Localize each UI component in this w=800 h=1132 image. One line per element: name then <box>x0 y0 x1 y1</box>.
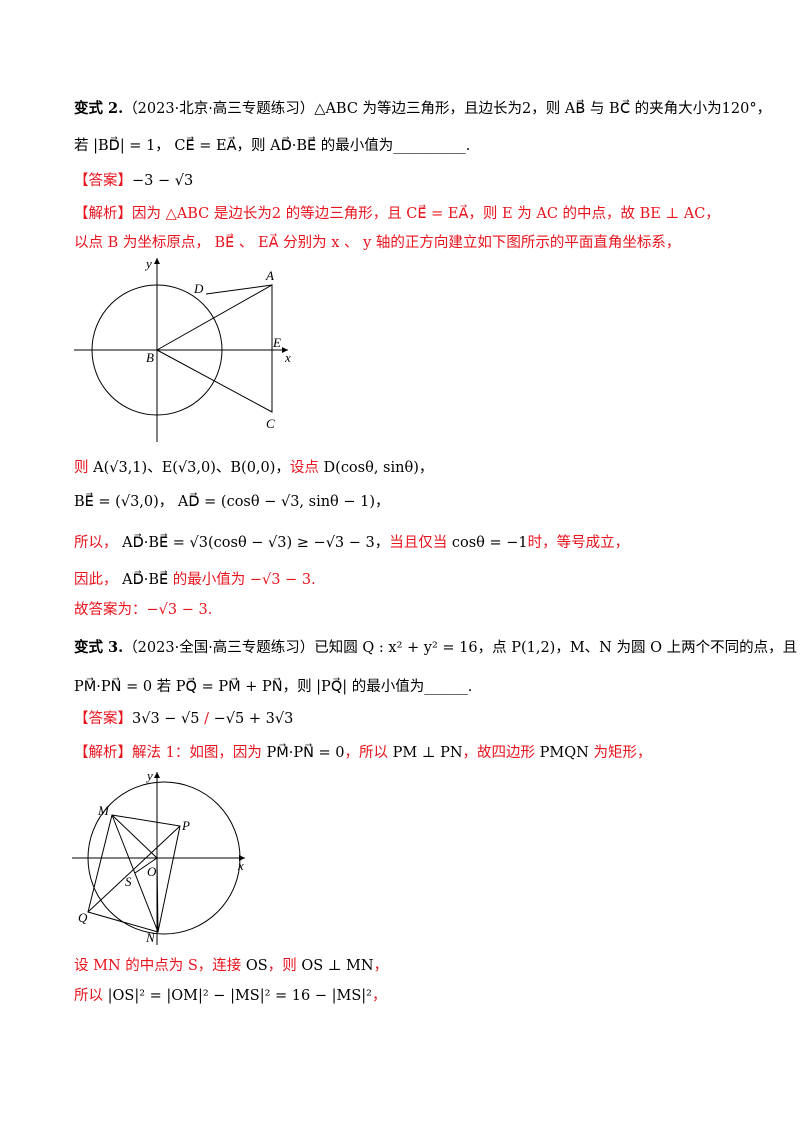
text-segment: 3√3 − √5 <box>132 711 205 727</box>
rectangle-pmqn <box>87 814 181 933</box>
text-segment: 设点 <box>289 460 324 476</box>
text-segment: PM ⊥ PN <box>392 745 463 761</box>
text-line: 所以， AD⃗·BE⃗ = √3(cosθ − √3) ≥ −√3 − 3，当且… <box>74 533 629 553</box>
label-o: O <box>147 864 157 879</box>
text-segment: PM⃗·PN⃗ = 0 若 PQ⃗ = PM⃗ + PN⃗，则 |PQ⃗| 的最… <box>74 679 473 695</box>
text-line: 变式 2.（2023·北京·高三专题练习）△ABC 为等边三角形，且边长为2，则… <box>74 99 771 119</box>
text-segment: 当且仅当 <box>389 535 452 551</box>
text-line: 【解析】因为 △ABC 是边长为2 的等边三角形，且 CE⃗ = EA⃗，则 E… <box>74 204 720 224</box>
text-segment: 变式 2. <box>74 100 124 117</box>
text-segment: 设 MN 的中点为 S，连接 <box>74 958 246 974</box>
text-segment: ， <box>373 958 389 974</box>
text-line: 【解析】解法 1：如图，因为 PM⃗·PN⃗ = 0，所以 PM ⊥ PN，故四… <box>74 743 651 763</box>
text-segment: 【答案】 <box>74 173 132 189</box>
label-x-2: x <box>237 858 244 873</box>
segment-mn <box>111 814 159 933</box>
text-line: 故答案为：−√3 − 3. <box>74 600 212 620</box>
text-segment: 故答案为：−√3 − 3. <box>74 602 213 618</box>
text-segment: AD⃗·BE⃗ <box>122 572 173 588</box>
text-segment: 若 |BD⃗| = 1， CE⃗ = EA⃗，则 AD⃗·BE⃗ 的最小值为__… <box>74 138 471 154</box>
text-line: 【答案】3√3 − √5 / −√5 + 3√3 <box>74 709 293 729</box>
text-segment: cosθ = −1 <box>451 535 528 551</box>
text-segment: 所以 <box>74 988 108 1004</box>
label-d: D <box>193 281 204 296</box>
text-segment: 【解析】因为 △ABC 是边长为2 的等边三角形，且 CE⃗ = EA⃗，则 E… <box>74 206 720 222</box>
text-line: 则 A(√3,1)、E(√3,0)、B(0,0)，设点 D(cosθ, sinθ… <box>74 458 433 478</box>
segment-da <box>205 284 273 295</box>
text-segment: 变式 3. <box>74 639 124 656</box>
segment-mo <box>111 814 158 859</box>
label-m: M <box>97 803 110 818</box>
label-q: Q <box>78 910 88 925</box>
triangle-abc <box>156 284 273 413</box>
text-segment: PMQN <box>539 745 589 761</box>
text-segment: 【解析】解法 1：如图，因为 <box>74 745 267 761</box>
text-segment: 【答案】 <box>74 711 132 727</box>
label-n: N <box>145 930 156 945</box>
text-line: 以点 B 为坐标原点， BE⃗ 、 EA⃗ 分别为 x 、 y 轴的正方向建立如… <box>74 233 680 253</box>
text-segment: 时，等号成立， <box>527 535 630 551</box>
label-b: B <box>146 350 154 365</box>
text-line: 【答案】−3 − √3 <box>74 171 193 191</box>
text-line: 所以 |OS|² = |OM|² − |MS|² = 16 − |MS|²， <box>74 986 386 1006</box>
label-a: A <box>265 268 274 283</box>
text-segment: OS ⊥ MN <box>301 958 374 974</box>
text-segment: ，则 <box>267 958 302 974</box>
text-line: PM⃗·PN⃗ = 0 若 PQ⃗ = PM⃗ + PN⃗，则 |PQ⃗| 的最… <box>74 677 472 697</box>
text-segment: 则 <box>74 460 94 476</box>
text-segment: A(√3,1)、E(√3,0)、B(0,0)， <box>93 460 290 476</box>
text-segment: BE⃗ = (√3,0)， AD⃗ = (cosθ − √3, sinθ − 1… <box>74 494 390 510</box>
label-c: C <box>266 416 275 431</box>
text-segment: ，故四边形 <box>462 745 540 761</box>
text-segment: （2023·北京·高三专题练习）△ABC 为等边三角形，且边长为2，则 AB⃗ … <box>123 101 772 117</box>
text-line: 变式 3.（2023·全国·高三专题练习）已知圆 Q : x² + y² = 1… <box>74 638 797 658</box>
segment-pq <box>87 825 181 913</box>
label-x: x <box>284 350 291 365</box>
text-segment: −3 − √3 <box>132 173 194 189</box>
text-line: 若 |BD⃗| = 1， CE⃗ = EA⃗，则 AD⃗·BE⃗ 的最小值为__… <box>74 136 470 156</box>
label-y-2: y <box>145 768 153 783</box>
text-segment: 因此， <box>74 572 123 588</box>
text-segment: D(cosθ, sinθ)， <box>323 460 434 476</box>
segment-os <box>134 857 158 874</box>
text-segment: 为矩形， <box>588 745 652 761</box>
text-segment: |OS|² = |OM|² − |MS|² = 16 − |MS|² <box>107 988 372 1004</box>
text-line: BE⃗ = (√3,0)， AD⃗ = (cosθ − √3, sinθ − 1… <box>74 492 390 512</box>
text-line: 设 MN 的中点为 S，连接 OS，则 OS ⊥ MN， <box>74 956 388 976</box>
label-e: E <box>272 335 281 350</box>
text-segment: ， <box>371 988 387 1004</box>
text-segment: （2023·全国·高三专题练习）已知圆 Q : x² + y² = 16，点 P… <box>123 640 798 656</box>
text-segment: PM⃗·PN⃗ = 0 <box>266 745 345 761</box>
text-line: 因此， AD⃗·BE⃗ 的最小值为 −√3 − 3. <box>74 570 316 590</box>
text-segment: 以点 B 为坐标原点， BE⃗ 、 EA⃗ 分别为 x 、 y 轴的正方向建立如… <box>74 235 681 251</box>
text-segment: OS <box>245 958 268 974</box>
text-segment: 所以， <box>74 535 123 551</box>
label-y: y <box>144 256 152 271</box>
unit-circle <box>91 284 223 416</box>
text-segment: ，所以 <box>344 745 393 761</box>
label-s: S <box>125 874 132 889</box>
segment-on <box>156 857 159 933</box>
text-segment: AD⃗·BE⃗ = √3(cosθ − √3) ≥ −√3 − 3， <box>122 535 390 551</box>
label-p: P <box>181 818 190 833</box>
text-segment: 的最小值为 −√3 − 3. <box>172 572 316 588</box>
text-segment: / <box>204 711 210 727</box>
text-segment: −√5 + 3√3 <box>209 711 294 727</box>
